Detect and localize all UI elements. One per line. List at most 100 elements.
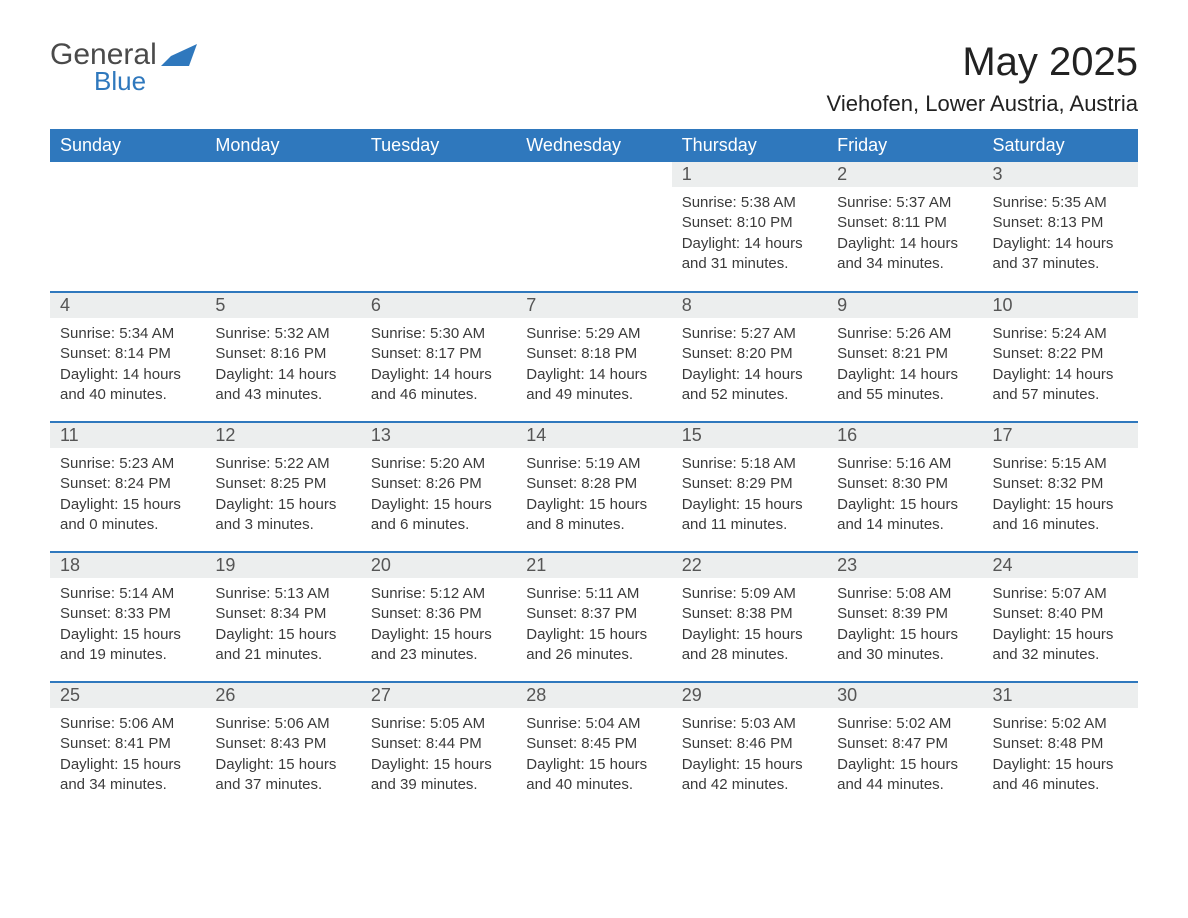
sunset-line: Sunset: 8:22 PM [993, 344, 1128, 364]
sunset-line: Sunset: 8:34 PM [215, 604, 350, 624]
calendar-day-cell: . [361, 162, 516, 292]
daylight-line: Daylight: 15 hours and 19 minutes. [60, 625, 195, 666]
weekday-header: Wednesday [516, 129, 671, 162]
sunrise-line: Sunrise: 5:32 AM [215, 324, 350, 344]
day-number: 10 [983, 293, 1138, 318]
calendar-day-cell: 31Sunrise: 5:02 AMSunset: 8:48 PMDayligh… [983, 682, 1138, 812]
day-details: Sunrise: 5:04 AMSunset: 8:45 PMDaylight:… [516, 708, 671, 809]
day-number: 1 [672, 162, 827, 187]
sunrise-line: Sunrise: 5:02 AM [837, 714, 972, 734]
day-details: Sunrise: 5:29 AMSunset: 8:18 PMDaylight:… [516, 318, 671, 419]
daylight-line: Daylight: 15 hours and 3 minutes. [215, 495, 350, 536]
sunrise-line: Sunrise: 5:11 AM [526, 584, 661, 604]
sunrise-line: Sunrise: 5:22 AM [215, 454, 350, 474]
daylight-line: Daylight: 14 hours and 43 minutes. [215, 365, 350, 406]
day-details: Sunrise: 5:13 AMSunset: 8:34 PMDaylight:… [205, 578, 360, 679]
sunrise-line: Sunrise: 5:04 AM [526, 714, 661, 734]
day-number: 11 [50, 423, 205, 448]
weekday-header: Tuesday [361, 129, 516, 162]
sunrise-line: Sunrise: 5:27 AM [682, 324, 817, 344]
day-number: 23 [827, 553, 982, 578]
calendar-day-cell: 7Sunrise: 5:29 AMSunset: 8:18 PMDaylight… [516, 292, 671, 422]
day-details: Sunrise: 5:06 AMSunset: 8:43 PMDaylight:… [205, 708, 360, 809]
calendar-day-cell: 5Sunrise: 5:32 AMSunset: 8:16 PMDaylight… [205, 292, 360, 422]
daylight-line: Daylight: 15 hours and 46 minutes. [993, 755, 1128, 796]
calendar-day-cell: 26Sunrise: 5:06 AMSunset: 8:43 PMDayligh… [205, 682, 360, 812]
location-text: Viehofen, Lower Austria, Austria [827, 91, 1138, 117]
sunset-line: Sunset: 8:41 PM [60, 734, 195, 754]
day-details: Sunrise: 5:23 AMSunset: 8:24 PMDaylight:… [50, 448, 205, 549]
day-number: 24 [983, 553, 1138, 578]
calendar-day-cell: 25Sunrise: 5:06 AMSunset: 8:41 PMDayligh… [50, 682, 205, 812]
sunrise-line: Sunrise: 5:09 AM [682, 584, 817, 604]
daylight-line: Daylight: 15 hours and 39 minutes. [371, 755, 506, 796]
calendar-day-cell: . [516, 162, 671, 292]
sunset-line: Sunset: 8:20 PM [682, 344, 817, 364]
calendar-day-cell: 17Sunrise: 5:15 AMSunset: 8:32 PMDayligh… [983, 422, 1138, 552]
weekday-header: Friday [827, 129, 982, 162]
calendar-day-cell: 14Sunrise: 5:19 AMSunset: 8:28 PMDayligh… [516, 422, 671, 552]
calendar-day-cell: 3Sunrise: 5:35 AMSunset: 8:13 PMDaylight… [983, 162, 1138, 292]
day-number: 28 [516, 683, 671, 708]
sunset-line: Sunset: 8:37 PM [526, 604, 661, 624]
day-details: Sunrise: 5:26 AMSunset: 8:21 PMDaylight:… [827, 318, 982, 419]
sunset-line: Sunset: 8:28 PM [526, 474, 661, 494]
day-details: Sunrise: 5:14 AMSunset: 8:33 PMDaylight:… [50, 578, 205, 679]
sunrise-line: Sunrise: 5:24 AM [993, 324, 1128, 344]
daylight-line: Daylight: 14 hours and 34 minutes. [837, 234, 972, 275]
sunset-line: Sunset: 8:48 PM [993, 734, 1128, 754]
calendar-day-cell: 23Sunrise: 5:08 AMSunset: 8:39 PMDayligh… [827, 552, 982, 682]
sunrise-line: Sunrise: 5:03 AM [682, 714, 817, 734]
day-number: 20 [361, 553, 516, 578]
daylight-line: Daylight: 14 hours and 52 minutes. [682, 365, 817, 406]
day-number: 7 [516, 293, 671, 318]
day-number: 9 [827, 293, 982, 318]
day-details: Sunrise: 5:32 AMSunset: 8:16 PMDaylight:… [205, 318, 360, 419]
daylight-line: Daylight: 15 hours and 0 minutes. [60, 495, 195, 536]
day-number: 26 [205, 683, 360, 708]
sunset-line: Sunset: 8:29 PM [682, 474, 817, 494]
day-details: Sunrise: 5:06 AMSunset: 8:41 PMDaylight:… [50, 708, 205, 809]
sunrise-line: Sunrise: 5:14 AM [60, 584, 195, 604]
calendar-week-row: 11Sunrise: 5:23 AMSunset: 8:24 PMDayligh… [50, 422, 1138, 552]
daylight-line: Daylight: 15 hours and 28 minutes. [682, 625, 817, 666]
sunset-line: Sunset: 8:39 PM [837, 604, 972, 624]
calendar-day-cell: 6Sunrise: 5:30 AMSunset: 8:17 PMDaylight… [361, 292, 516, 422]
sunrise-line: Sunrise: 5:16 AM [837, 454, 972, 474]
day-details: Sunrise: 5:15 AMSunset: 8:32 PMDaylight:… [983, 448, 1138, 549]
month-title: May 2025 [827, 40, 1138, 85]
day-details: Sunrise: 5:08 AMSunset: 8:39 PMDaylight:… [827, 578, 982, 679]
daylight-line: Daylight: 14 hours and 57 minutes. [993, 365, 1128, 406]
calendar-day-cell: 24Sunrise: 5:07 AMSunset: 8:40 PMDayligh… [983, 552, 1138, 682]
day-number: 25 [50, 683, 205, 708]
calendar-day-cell: 10 Sunrise: 5:24 AMSunset: 8:22 PMDayligh… [983, 292, 1138, 422]
day-number: 8 [672, 293, 827, 318]
brand-flag-icon [161, 44, 197, 66]
day-details: Sunrise: 5:18 AMSunset: 8:29 PMDaylight:… [672, 448, 827, 549]
sunset-line: Sunset: 8:36 PM [371, 604, 506, 624]
sunset-line: Sunset: 8:47 PM [837, 734, 972, 754]
day-number: 16 [827, 423, 982, 448]
day-details: Sunrise: 5:05 AMSunset: 8:44 PMDaylight:… [361, 708, 516, 809]
sunrise-line: Sunrise: 5:06 AM [215, 714, 350, 734]
day-details: Sunrise: 5:09 AMSunset: 8:38 PMDaylight:… [672, 578, 827, 679]
sunrise-line: Sunrise: 5:30 AM [371, 324, 506, 344]
sunset-line: Sunset: 8:21 PM [837, 344, 972, 364]
day-details: Sunrise: 5:03 AMSunset: 8:46 PMDaylight:… [672, 708, 827, 809]
sunset-line: Sunset: 8:26 PM [371, 474, 506, 494]
sunset-line: Sunset: 8:16 PM [215, 344, 350, 364]
calendar-day-cell: 11Sunrise: 5:23 AMSunset: 8:24 PMDayligh… [50, 422, 205, 552]
sunrise-line: Sunrise: 5:02 AM [993, 714, 1128, 734]
sunset-line: Sunset: 8:18 PM [526, 344, 661, 364]
calendar-week-row: 4Sunrise: 5:34 AMSunset: 8:14 PMDaylight… [50, 292, 1138, 422]
day-number: 30 [827, 683, 982, 708]
sunrise-line: Sunrise: 5:26 AM [837, 324, 972, 344]
daylight-line: Daylight: 15 hours and 21 minutes. [215, 625, 350, 666]
calendar-day-cell: 21Sunrise: 5:11 AMSunset: 8:37 PMDayligh… [516, 552, 671, 682]
weekday-header: Thursday [672, 129, 827, 162]
day-details: Sunrise: 5:16 AMSunset: 8:30 PMDaylight:… [827, 448, 982, 549]
day-details: Sunrise: 5:07 AMSunset: 8:40 PMDaylight:… [983, 578, 1138, 679]
daylight-line: Daylight: 15 hours and 40 minutes. [526, 755, 661, 796]
sunset-line: Sunset: 8:30 PM [837, 474, 972, 494]
daylight-line: Daylight: 14 hours and 40 minutes. [60, 365, 195, 406]
